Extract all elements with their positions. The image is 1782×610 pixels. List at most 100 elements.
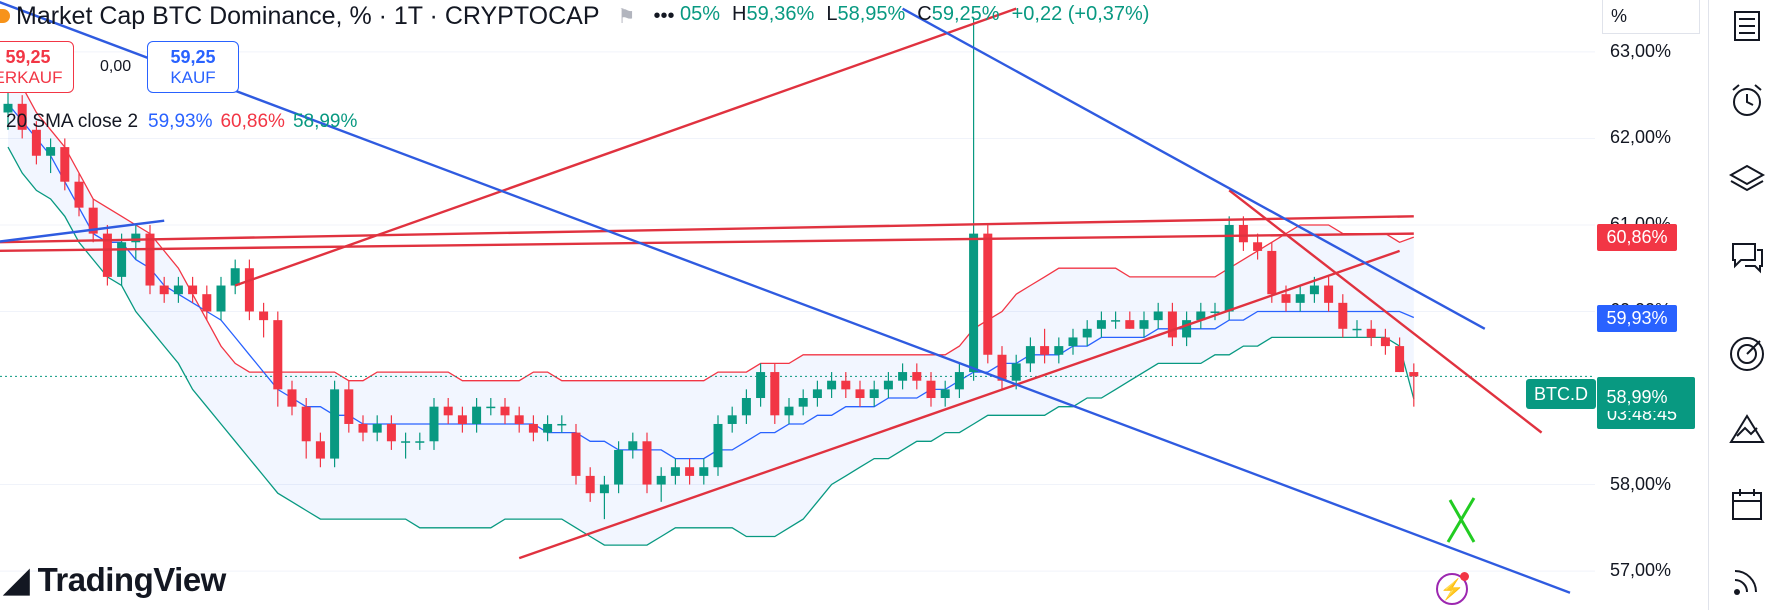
candle (102, 224, 112, 286)
candle-body (585, 475, 595, 494)
candle (713, 415, 723, 476)
calendar-icon[interactable] (1727, 484, 1767, 524)
candle (1238, 216, 1248, 251)
indicator-legend[interactable]: 20 SMA close 2 59,93% 60,86% 58,99% (6, 111, 357, 133)
candle (1125, 311, 1135, 329)
candle (656, 467, 666, 502)
candle (1324, 276, 1334, 312)
chart-header: Market Cap BTC Dominance, % · 1T · CRYPT… (0, 0, 674, 32)
candle (1040, 328, 1050, 364)
price-tick-label: 63,00% (1610, 40, 1672, 61)
candle-body (415, 441, 425, 443)
candle (330, 380, 340, 468)
candle-body (102, 233, 112, 277)
candle-body (31, 129, 41, 156)
watchlist-icon[interactable] (1727, 6, 1767, 46)
candle-body (1324, 285, 1334, 303)
candle-body (259, 311, 269, 321)
buy-label: KAUF (170, 67, 216, 87)
candle-body (358, 423, 368, 433)
candle-body (1281, 294, 1291, 303)
candle (1210, 302, 1220, 321)
candle (969, 17, 979, 381)
candle (415, 432, 425, 450)
flag-icon[interactable]: ⚑ (617, 5, 636, 28)
price-chart[interactable] (0, 0, 1600, 610)
broadcast-icon[interactable] (1727, 560, 1767, 600)
candle (1380, 328, 1390, 355)
layers-icon[interactable] (1727, 158, 1767, 198)
candle (301, 398, 311, 459)
basis-tag: 59,93% (1597, 304, 1677, 332)
candle (869, 380, 879, 407)
candle-body (1352, 328, 1362, 331)
candle-body (244, 268, 254, 312)
candle-body (557, 423, 567, 426)
candle-body (514, 415, 524, 424)
candle (429, 398, 439, 450)
candle (685, 458, 695, 485)
candle (500, 398, 510, 424)
candle-body (1040, 346, 1050, 355)
candle-body (88, 207, 98, 234)
candle-body (457, 415, 467, 424)
tradingview-logo[interactable]: ◢ TradingView (4, 560, 226, 599)
candle (557, 415, 567, 433)
ellipsis-icon[interactable]: ••• (653, 4, 675, 27)
candle-body (145, 233, 155, 286)
red-trendline (234, 7, 1017, 287)
flash-icon[interactable]: ⚡ (1436, 573, 1468, 605)
candle-body (869, 389, 879, 399)
target-icon[interactable] (1727, 334, 1767, 374)
candle (216, 276, 226, 321)
candle (1096, 311, 1106, 338)
symbol-title[interactable]: Market Cap BTC Dominance, % · 1T · CRYPT… (16, 1, 600, 30)
candle (287, 380, 297, 416)
candle (883, 372, 893, 399)
candle-body (46, 147, 56, 156)
blue-trendline (902, 7, 1486, 330)
candle-body (997, 354, 1007, 381)
candle (1054, 337, 1064, 364)
candle (173, 276, 183, 303)
candle (798, 389, 808, 416)
tradingview-logo-text: TradingView (37, 561, 227, 598)
alarm-icon[interactable] (1727, 80, 1767, 120)
candle-body (1153, 311, 1163, 321)
candle (457, 406, 467, 433)
ideas-icon[interactable] (1727, 410, 1767, 450)
candle (614, 441, 624, 494)
candle-body (1167, 311, 1177, 338)
btc-logo-icon (0, 9, 10, 23)
candle-body (1338, 302, 1348, 329)
candle-body (1238, 224, 1248, 243)
candle-body (1366, 328, 1376, 338)
candle (812, 380, 822, 407)
candle-body (315, 441, 325, 459)
candle (159, 276, 169, 303)
ohlc-high: 59,36% (746, 3, 815, 25)
axis-unit-box[interactable]: % (1602, 0, 1700, 34)
ohlc-close: 59,25% (931, 3, 1000, 25)
candle-body (1196, 311, 1206, 321)
candle (17, 95, 27, 139)
sell-button[interactable]: 59,25 ERKAUF (0, 41, 74, 93)
ohlc-change: +0,22 (+0,37%) (1011, 3, 1150, 25)
buy-button[interactable]: 59,25 KAUF (147, 41, 239, 93)
candle (88, 199, 98, 243)
candle-body (656, 475, 666, 485)
chat-icon[interactable] (1727, 236, 1767, 276)
candle-body (855, 389, 865, 399)
candle (145, 224, 155, 295)
candle-body (713, 423, 723, 468)
candle-body (883, 380, 893, 390)
candle-body (628, 441, 638, 450)
candle (1253, 233, 1263, 260)
candle-body (386, 423, 396, 442)
candle (642, 432, 652, 494)
candle-body (798, 398, 808, 407)
price-tick-label: 58,00% (1610, 473, 1672, 494)
candle (358, 415, 368, 442)
candle (1395, 337, 1405, 373)
ohlc-low: 58,95% (837, 3, 906, 25)
